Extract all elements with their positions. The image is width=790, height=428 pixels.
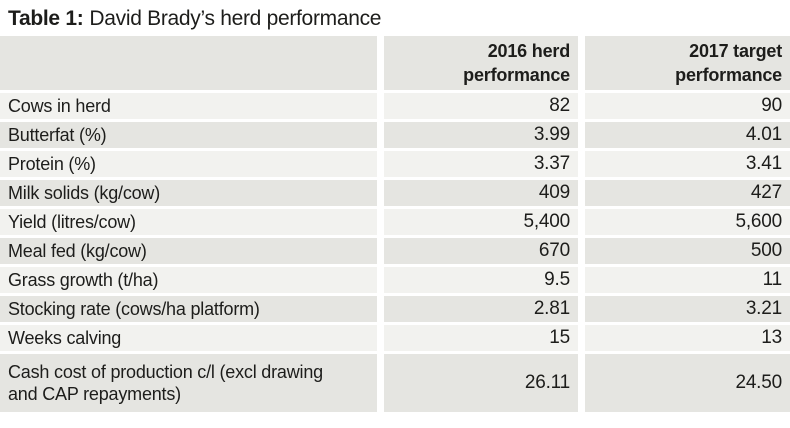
row-label-cell: Butterfat (%) [0, 122, 377, 148]
row-label: Protein (%) [8, 153, 96, 174]
row-value-2017: 3.41 [585, 151, 790, 177]
header-2017-label: 2017 target performance [675, 40, 782, 85]
header-cell-2017: 2017 target performance [585, 36, 790, 90]
row-value-2017: 13 [585, 325, 790, 351]
header-cell-2016: 2016 herd performance [384, 36, 578, 90]
row-value-2017: 5,600 [585, 209, 790, 235]
row-value-2017: 90 [585, 93, 790, 119]
row-value-2017: 24.50 [585, 354, 790, 412]
row-label-cell: Meal fed (kg/cow) [0, 238, 377, 264]
row-label-cell: Weeks calving [0, 325, 377, 351]
row-label-cell: Stocking rate (cows/ha platform) [0, 296, 377, 322]
row-value-2016: 409 [384, 180, 578, 206]
row-value-2017: 4.01 [585, 122, 790, 148]
header-2016-label: 2016 herd performance [463, 40, 570, 85]
row-label-cell: Protein (%) [0, 151, 377, 177]
table-row: Weeks calving 15 13 [0, 325, 790, 351]
row-label-cell: Cows in herd [0, 93, 377, 119]
table-row: Yield (litres/cow) 5,400 5,600 [0, 209, 790, 235]
row-label: Weeks calving [8, 327, 122, 348]
row-value-2017: 11 [585, 267, 790, 293]
row-value-2017: 500 [585, 238, 790, 264]
row-value-2016: 26.11 [384, 354, 578, 412]
table-row: Protein (%) 3.37 3.41 [0, 151, 790, 177]
row-label-cell: Cash cost of production c/l (excl drawin… [0, 354, 377, 412]
row-label: Milk solids (kg/cow) [8, 182, 161, 203]
row-value-2016: 5,400 [384, 209, 578, 235]
row-label: Butterfat (%) [8, 124, 107, 145]
table-row: Grass growth (t/ha) 9.5 11 [0, 267, 790, 293]
row-label: Cows in herd [8, 95, 111, 116]
row-label: Grass growth (t/ha) [8, 269, 159, 290]
row-label: Meal fed (kg/cow) [8, 240, 147, 261]
table-header-row: 2016 herd performance 2017 target perfor… [0, 36, 790, 90]
table-title: Table 1: David Brady’s herd performance [0, 0, 790, 32]
row-value-2016: 2.81 [384, 296, 578, 322]
row-value-2016: 15 [384, 325, 578, 351]
row-label-cell: Grass growth (t/ha) [0, 267, 377, 293]
row-label: Stocking rate (cows/ha platform) [8, 298, 260, 319]
row-value-2016: 82 [384, 93, 578, 119]
table-row: Cows in herd 82 90 [0, 93, 790, 119]
row-value-2016: 9.5 [384, 267, 578, 293]
row-label: Cash cost of production c/l (excl drawin… [8, 361, 323, 405]
table-row: Cash cost of production c/l (excl drawin… [0, 354, 790, 412]
header-cell-empty [0, 36, 377, 90]
table-row: Meal fed (kg/cow) 670 500 [0, 238, 790, 264]
table-body: Cows in herd 82 90 Butterfat (%) 3.99 4.… [0, 93, 790, 412]
table-title-prefix: Table 1: [8, 7, 84, 30]
row-value-2017: 427 [585, 180, 790, 206]
row-label: Yield (litres/cow) [8, 211, 136, 232]
row-value-2017: 3.21 [585, 296, 790, 322]
row-value-2016: 3.99 [384, 122, 578, 148]
row-label-cell: Yield (litres/cow) [0, 209, 377, 235]
row-value-2016: 670 [384, 238, 578, 264]
table-row: Butterfat (%) 3.99 4.01 [0, 122, 790, 148]
herd-performance-table: 2016 herd performance 2017 target perfor… [0, 36, 790, 412]
table-title-text: David Brady’s herd performance [89, 7, 382, 30]
row-value-2016: 3.37 [384, 151, 578, 177]
table-row: Milk solids (kg/cow) 409 427 [0, 180, 790, 206]
table-row: Stocking rate (cows/ha platform) 2.81 3.… [0, 296, 790, 322]
row-label-cell: Milk solids (kg/cow) [0, 180, 377, 206]
